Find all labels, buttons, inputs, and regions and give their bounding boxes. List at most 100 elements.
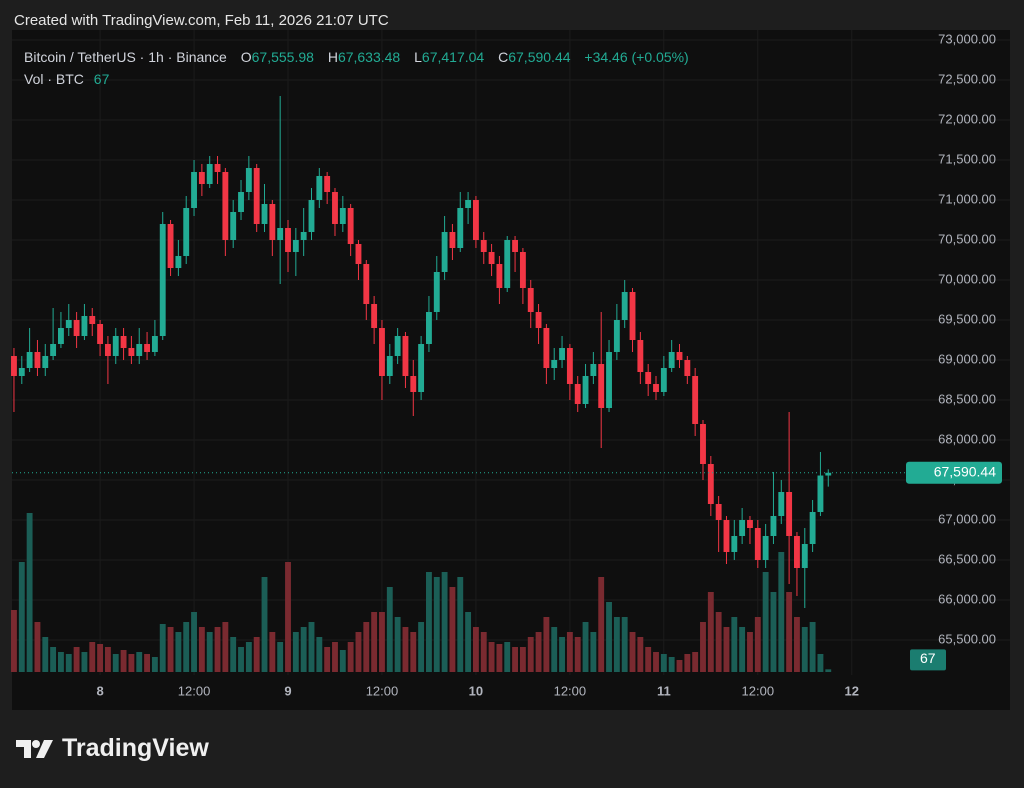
y-tick-label: 65,500.00 [938,631,996,646]
volume-bar [621,617,628,672]
candle-body [457,208,464,248]
volume-bar [418,622,425,672]
volume-bar [292,632,299,672]
volume-bar [754,617,761,672]
candle-body [645,372,652,384]
volume-bar [715,612,722,672]
candle-body [245,168,252,192]
candle-body [42,356,49,368]
candle-body [809,512,816,544]
candle-body [73,320,80,336]
candle-body [723,520,730,552]
volume-bar [394,617,401,672]
candle-body [292,240,299,252]
candle-body [629,292,636,340]
candle-body [684,360,691,376]
candle-body [89,316,96,324]
candle-body [465,200,472,208]
candle-body [566,348,573,384]
volume-bar [778,552,785,672]
x-tick-label: 8 [96,683,103,698]
candle-body [426,312,432,344]
chart-panel [12,30,1010,710]
volume-bar [183,622,190,672]
candle-body [692,376,699,424]
low-label: L [414,49,422,65]
volume-bar [65,654,72,672]
volume-bar [386,587,393,672]
candle-body [472,200,479,240]
volume-bar [120,650,127,672]
symbol: Bitcoin / TetherUS · 1h · Binance [24,49,227,65]
candle-body [700,424,706,464]
volume-bar [426,572,432,672]
volume-bar [527,637,534,672]
candle-body [371,304,378,328]
volume-bar [731,617,738,672]
volume-bar [543,617,550,672]
candle-body [660,368,667,392]
candle-body [339,208,346,224]
candle-body [198,172,205,184]
volume-bar [363,622,370,672]
candle-body [794,536,800,568]
candle-body [668,352,675,368]
volume-bar [519,647,526,672]
candle-body [230,212,237,240]
volume-bar [566,632,573,672]
low-value: 67,417.04 [421,49,485,65]
volume-bar [801,627,808,672]
volume-bar [42,637,49,672]
candle-body [825,472,832,476]
x-tick-label: 10 [469,683,483,698]
volume-bar [449,587,456,672]
candle-body [144,344,151,352]
volume-bar [206,632,213,672]
volume-bar [104,647,111,672]
candle-body [97,324,104,344]
candle-body [559,348,565,360]
legend: Bitcoin / TetherUS · 1h · Binance O67,55… [24,49,689,93]
volume-bar [786,592,793,672]
volume-bar [739,627,746,672]
volume-bar [723,627,730,672]
y-tick-label: 73,000.00 [938,31,996,46]
volume-bar [269,632,276,672]
candle-body [238,192,244,212]
volume-bar [480,632,487,672]
volume-bar [128,654,135,672]
volume-bar [167,627,174,672]
volume-bar [496,644,503,672]
last-volume-box [910,649,946,671]
volume-bar [512,647,519,672]
y-tick-label: 69,000.00 [938,351,996,366]
x-tick-label: 12:00 [554,683,587,698]
volume-bar [245,642,252,672]
candle-body [206,164,213,184]
candle-body [394,336,401,356]
volume-bar [222,622,229,672]
candle-body [637,340,644,372]
y-tick-label: 72,000.00 [938,111,996,126]
high-label: H [327,49,338,65]
y-tick-label: 67,000.00 [938,511,996,526]
y-tick-label: 70,000.00 [938,271,996,286]
candle-body [151,336,158,352]
change: +34.46 (+0.05%) [584,49,689,65]
volume-bar [629,632,636,672]
volume-bar [151,657,158,672]
volume-bar [770,592,777,672]
candle-body [112,336,119,356]
volume-bar [332,642,338,672]
candle-body [527,288,534,312]
legend-row: Vol · BTC 67 [24,71,689,93]
candle-body [762,536,769,560]
candle-body [347,208,354,244]
volume-bar [504,642,511,672]
volume-bar [668,657,675,672]
volume-bar [465,612,472,672]
candle-body [175,256,182,268]
volume-bar [11,610,17,672]
